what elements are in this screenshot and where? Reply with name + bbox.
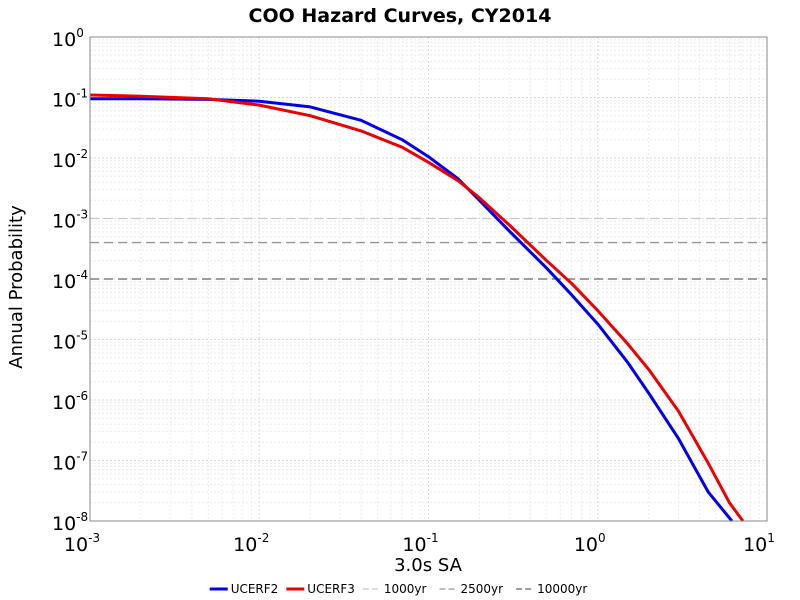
chart-title: COO Hazard Curves, CY2014 [249, 5, 552, 27]
y-tick-label: 10-8 [52, 510, 88, 535]
y-tick-label: 10-7 [52, 450, 88, 475]
legend-label-2500yr: 2500yr [461, 582, 504, 596]
legend-label-ucerf2: UCERF2 [231, 582, 279, 596]
series-lines [89, 93, 745, 522]
reference-lines [90, 217, 767, 280]
y-tick-label: 100 [52, 26, 84, 51]
x-tick-label: 100 [574, 531, 606, 556]
y-tick-label: 10-4 [52, 268, 88, 293]
y-tick-label: 10-1 [52, 87, 88, 112]
plot-frame [89, 36, 768, 522]
legend-label-10000yr: 10000yr [537, 582, 587, 596]
x-tick-label: 10-2 [233, 531, 269, 556]
y-tick-label: 10-5 [52, 329, 88, 354]
x-tick-label: 10-1 [402, 531, 438, 556]
x-tick-label: 10-3 [64, 531, 100, 556]
y-axis-label: Annual Probability [6, 205, 27, 369]
y-tick-label: 10-3 [52, 208, 88, 233]
y-tick-label: 10-2 [52, 147, 88, 172]
x-tick-label: 101 [743, 531, 775, 556]
legend-label-ucerf3: UCERF3 [307, 582, 355, 596]
y-tick-label: 10-6 [52, 389, 88, 414]
series-line-ucerf2 [90, 97, 734, 522]
x-tick-labels: 10-3 10-2 10-1 100 101 [64, 531, 775, 556]
legend: UCERF2 UCERF3 1000yr 2500yr 10000yr [209, 582, 587, 596]
x-axis-label: 3.0s SA [394, 555, 462, 576]
legend-label-1000yr: 1000yr [384, 582, 427, 596]
y-tick-labels: 100 10-1 10-2 10-3 10-4 10-5 10-6 10-7 10-8 [52, 26, 88, 535]
series-line-ucerf3 [89, 93, 745, 522]
